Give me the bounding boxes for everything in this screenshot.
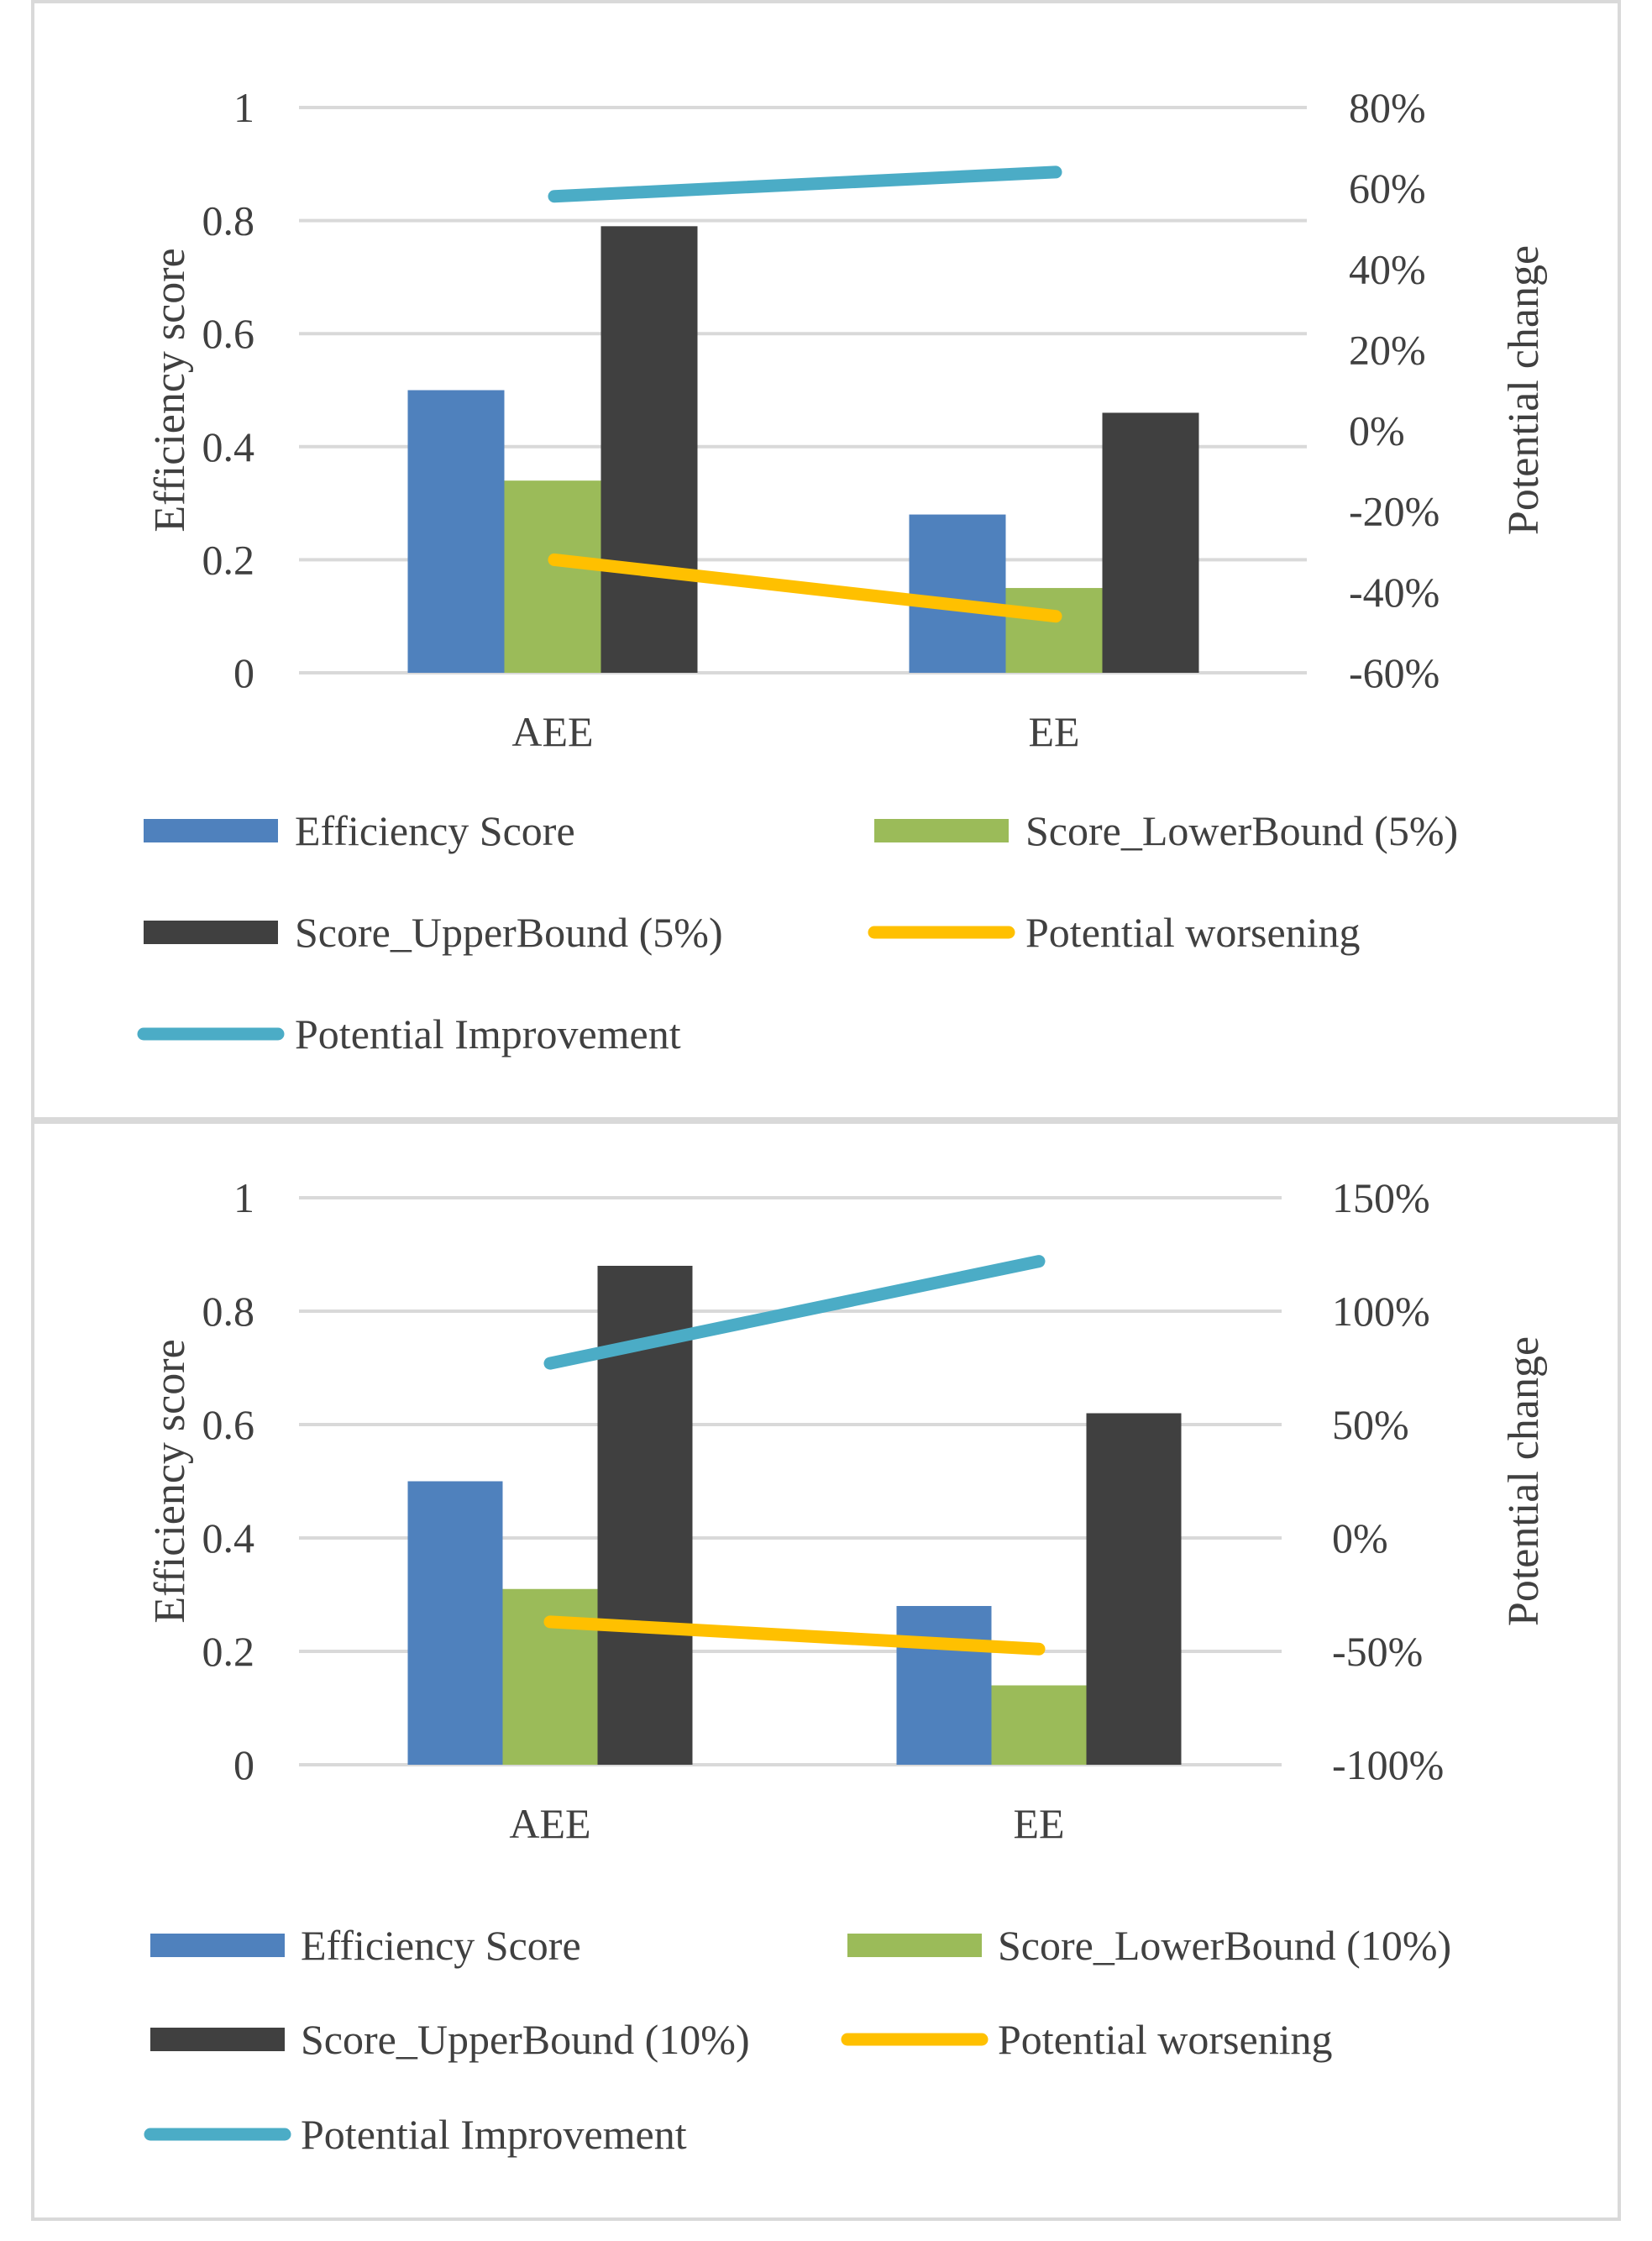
legend-swatch-efficiency-score [150,1934,285,1957]
y-left-tick-label: 0 [233,649,254,696]
bar-score-lowerbound-10-aee [502,1588,598,1765]
legend-swatch-score-lowerbound-5 [874,819,1009,842]
chart-panel-5pct: 0 0.2 0.4 0.6 0.8 1 -60% -40% -20% 0% 20% 40% 60% 80%… [31,0,1621,1120]
legend-label: Potential Improvement [301,2111,687,2158]
y-right-tick-label: 150% [1332,1174,1430,1221]
bar-score-upperbound-5-aee [600,226,698,674]
chart-10pct: 0 0.2 0.4 0.6 0.8 1 -100% -50% 0% 50% 100% 150% Effi… [144,1174,1548,2158]
legend-swatch-score-lowerbound-10 [847,1934,982,1957]
x-category-label: AEE [509,1800,590,1847]
line-potential-worsening [543,1615,1046,1656]
bar-score-lowerbound-10-ee [991,1685,1087,1765]
y-right-tick-label: 40% [1349,245,1426,292]
bar-score-lowerbound-5-aee [504,480,601,673]
legend-label: Score_UpperBound (10%) [301,2016,750,2063]
bar-score-lowerbound-5-ee [1005,588,1103,673]
y-right-tick-label: 20% [1349,326,1426,373]
y-right-tick-label: -50% [1332,1628,1423,1675]
y-right-tick-label: 50% [1332,1401,1409,1448]
y-right-tick-label: -20% [1349,488,1440,535]
bar-score-upperbound-10-ee [1086,1413,1182,1765]
y-right-tick-label: -60% [1349,649,1440,696]
y-right-axis-title: Potential change [1500,1336,1548,1626]
legend-label: Efficiency Score [295,807,575,854]
y-left-tick-label: 1 [233,1174,254,1221]
y-left-tick-label: 0.6 [202,310,255,357]
y-right-tick-label: 0% [1349,407,1405,454]
legend-label: Efficiency Score [301,1922,581,1969]
y-left-tick-label: 0.2 [202,1628,255,1675]
y-left-tick-label: 0 [233,1741,254,1788]
legend-label: Potential Improvement [295,1010,681,1058]
y-right-tick-label: -40% [1349,569,1440,616]
legend-label: Score_LowerBound (5%) [1025,807,1458,854]
x-category-label: EE [1028,708,1079,755]
y-right-axis-title: Potential change [1500,245,1548,535]
line-potential-improvement [543,1255,1046,1370]
y-left-tick-label: 0.2 [202,536,255,583]
y-right-tick-label: 100% [1332,1288,1430,1335]
y-left-tick-label: 0.8 [202,1288,255,1335]
line-potential-worsening [548,553,1062,623]
legend-swatch-score-upperbound-5 [144,921,278,944]
line-potential-improvement [548,165,1062,203]
y-right-tick-label: -100% [1332,1741,1444,1788]
bar-efficiency-score-ee [896,1606,992,1765]
bar-score-upperbound-5-ee [1102,412,1199,673]
x-category-label: AEE [511,708,593,755]
chart-5pct: 0 0.2 0.4 0.6 0.8 1 -60% -40% -20% 0% 20% 40% 60% 80%… [137,84,1548,1058]
legend-label: Potential worsening [998,2016,1333,2063]
y-right-tick-label: 0% [1332,1514,1388,1561]
legend-swatch-efficiency-score [144,819,278,842]
legend-label: Score_UpperBound (5%) [295,909,723,956]
bar-efficiency-score-aee [407,390,505,673]
y-left-axis-title: Efficiency score [146,1339,194,1623]
y-left-tick-label: 1 [233,84,254,131]
y-left-tick-label: 0.4 [202,423,255,470]
y-left-tick-label: 0.4 [202,1514,255,1561]
legend-label: Potential worsening [1025,909,1361,956]
bar-efficiency-score-ee [909,514,1006,673]
legend-swatch-score-upperbound-10 [150,2028,285,2051]
y-right-tick-label: 80% [1349,84,1426,131]
y-left-axis-title: Efficiency score [146,248,194,532]
legend-label: Score_LowerBound (10%) [998,1922,1451,1969]
y-left-tick-label: 0.8 [202,197,255,244]
chart-panel-10pct: 0 0.2 0.4 0.6 0.8 1 -100% -50% 0% 50% 100% 150% Effi… [31,1120,1621,2221]
y-right-tick-label: 60% [1349,165,1426,212]
x-category-label: EE [1013,1800,1064,1847]
bar-efficiency-score-aee [407,1481,503,1765]
y-left-tick-label: 0.6 [202,1401,255,1448]
